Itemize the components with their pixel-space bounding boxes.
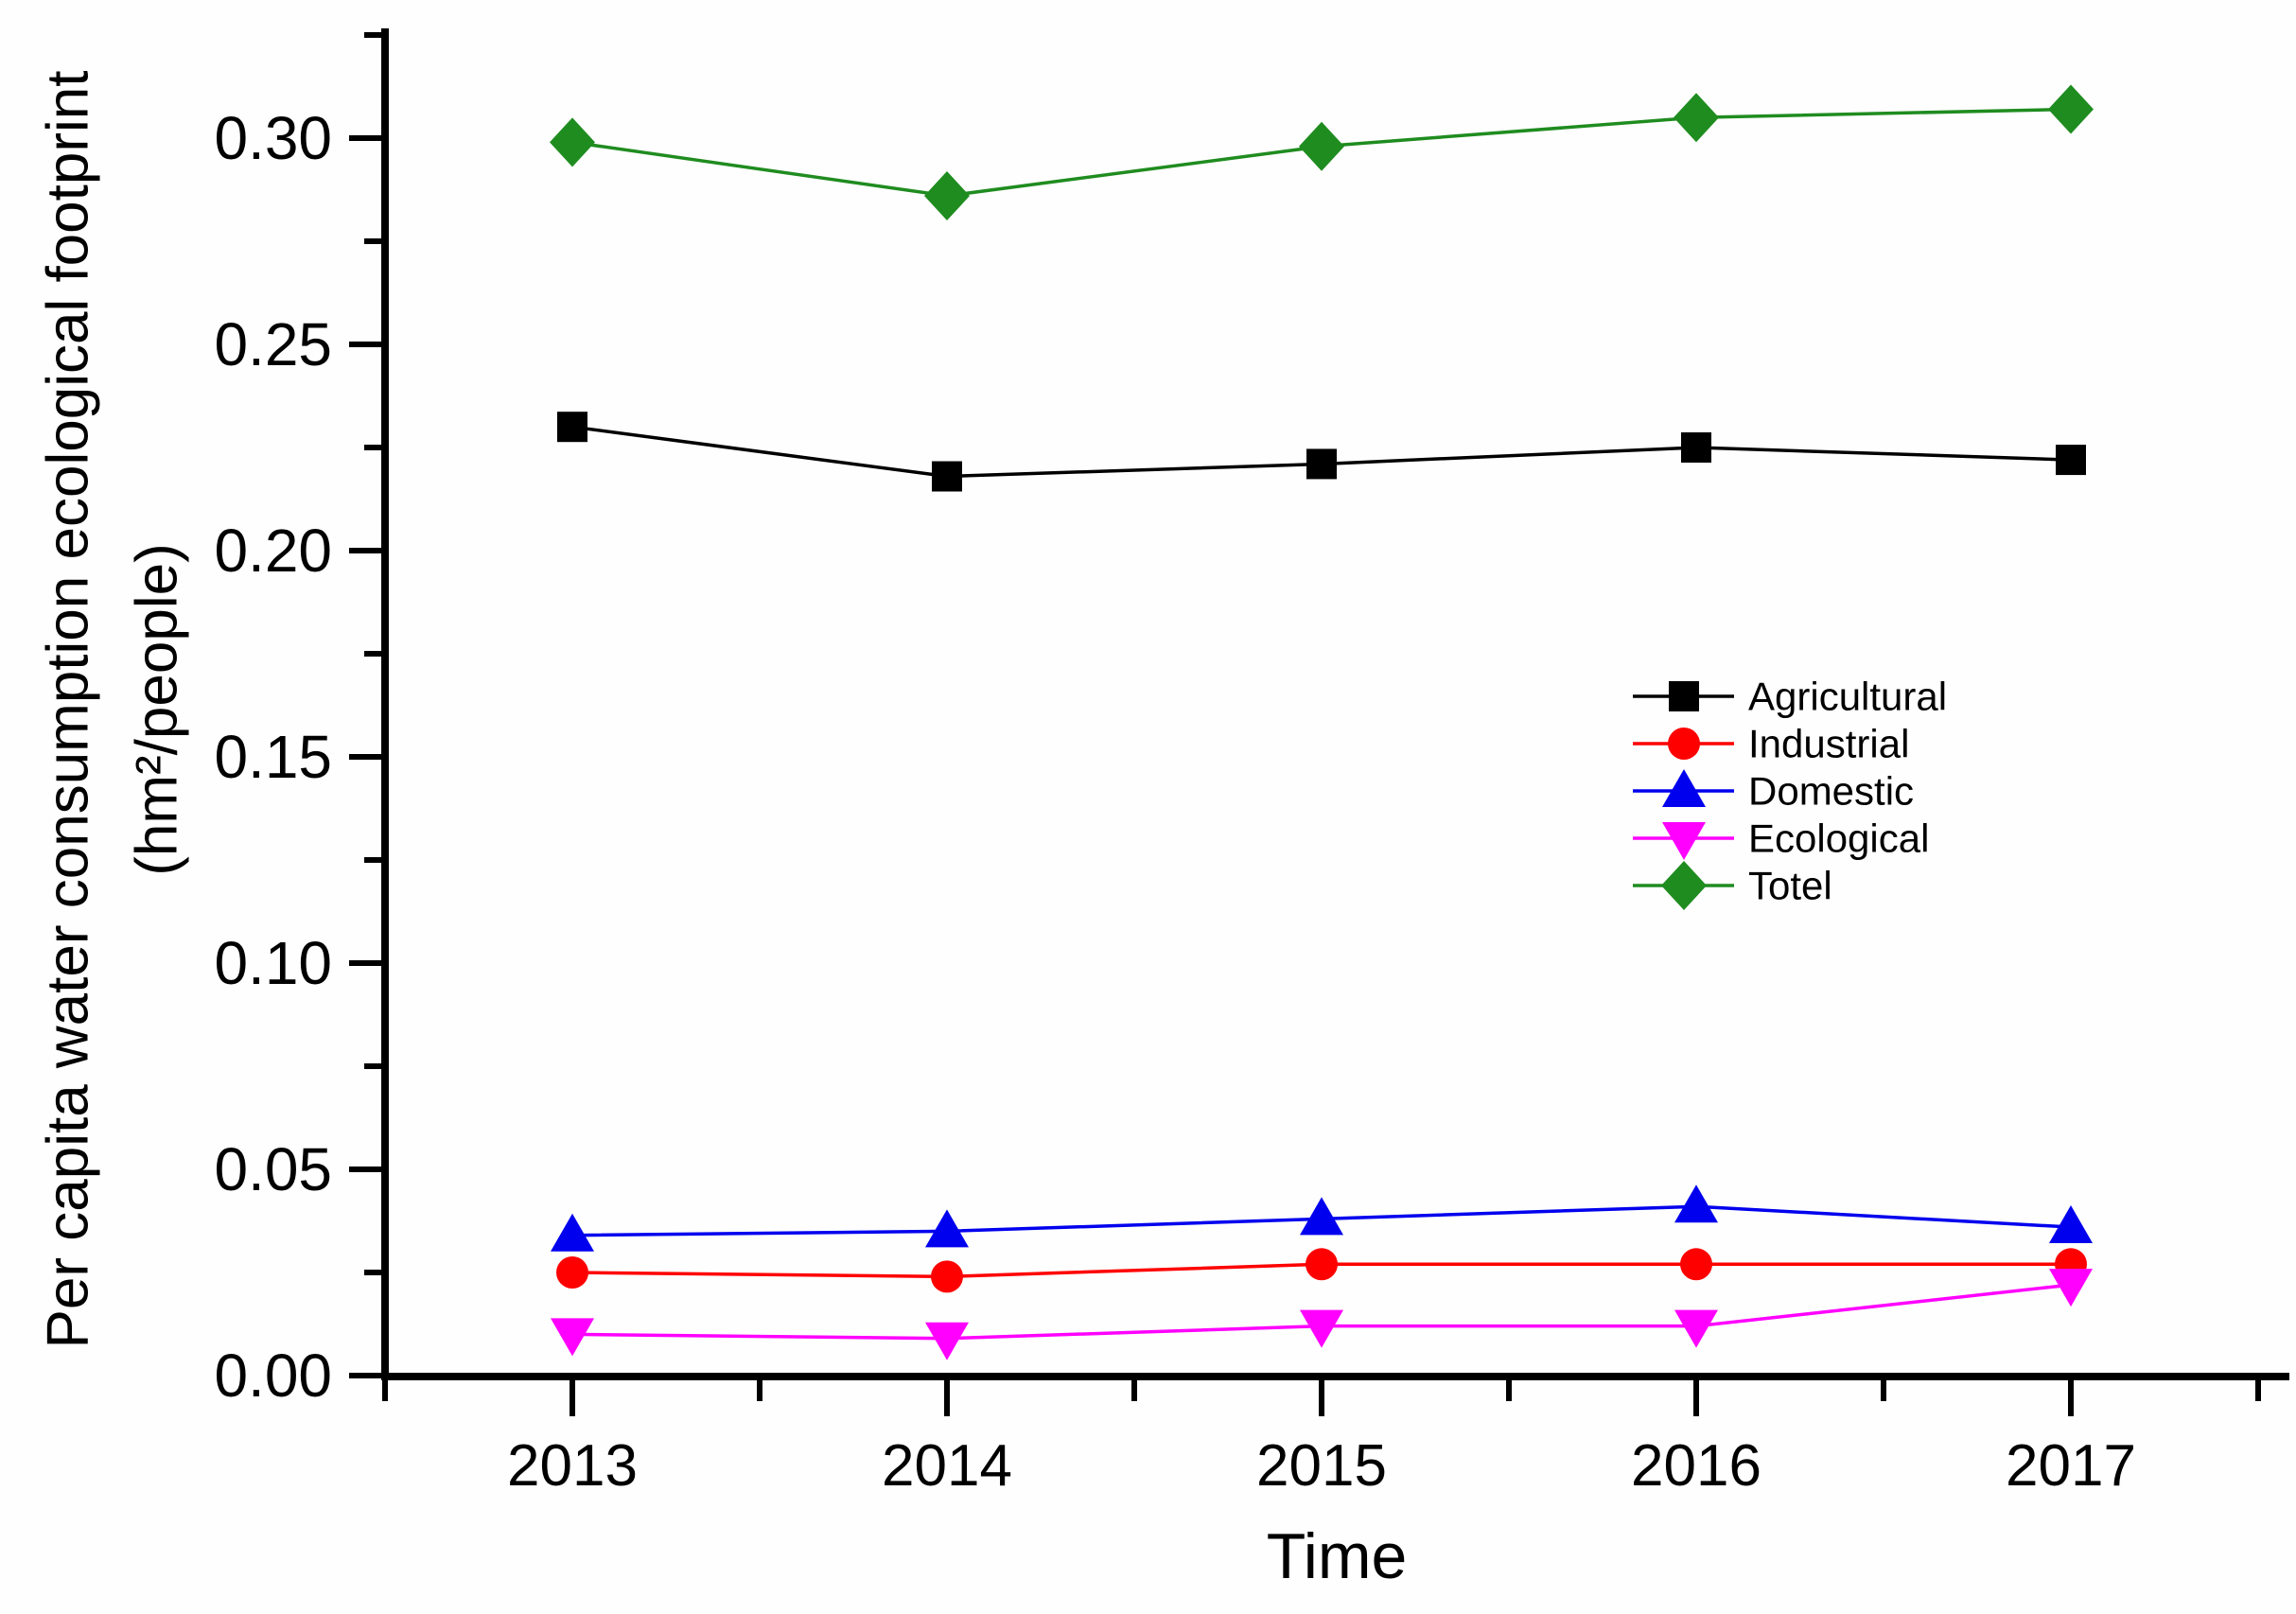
y-tick-label: 0.30 [214,104,332,172]
x-tick-label: 2015 [1256,1433,1387,1499]
x-axis-title: Time [1266,1520,1408,1592]
legend-domestic-label: Domestic [1748,769,1914,814]
legend-totel-marker [1661,861,1707,910]
y-tick-label: 0.25 [214,310,332,378]
series-ecological-marker [1674,1309,1718,1348]
x-tick-label: 2016 [1631,1433,1761,1499]
legend-agricultural-label: Agricultural [1748,675,1947,719]
legend-domestic-marker [1662,769,1706,807]
series-industrial-marker [931,1260,963,1293]
series-agricultural-marker [1681,432,1711,463]
series-ecological-marker [2049,1269,2093,1307]
legend-industrial-label: Industrial [1748,722,1909,766]
series-totel-marker [924,171,970,221]
series-ecological-marker [925,1322,969,1360]
x-tick-label: 2013 [507,1433,638,1499]
legend-agricultural-marker [1669,681,1699,711]
series-industrial-marker [1680,1248,1712,1281]
legend-totel-label: Totel [1748,864,1832,908]
series-agricultural-marker [2056,445,2086,476]
series-domestic-marker [2049,1205,2093,1244]
series-totel-marker [2048,84,2094,134]
series-domestic-marker [925,1209,969,1248]
y-tick-label: 0.00 [214,1342,332,1410]
series-domestic-marker [551,1213,594,1252]
series-ecological-marker [551,1318,594,1357]
series-ecological-marker [1300,1309,1343,1348]
y-axis-title-line2: (hm²/people) [124,543,190,876]
y-tick-label: 0.15 [214,723,332,791]
series-agricultural-marker [932,461,962,492]
y-tick-label: 0.05 [214,1135,332,1203]
series-industrial-marker [1306,1248,1338,1281]
y-tick-label: 0.10 [214,929,332,997]
series-agricultural-marker [557,412,587,443]
series-totel-marker [1674,93,1719,143]
series-industrial-marker [556,1256,588,1289]
x-tick-label: 2014 [882,1433,1012,1499]
y-tick-label: 0.20 [214,517,332,585]
series-domestic-marker [1300,1197,1343,1236]
x-tick-label: 2017 [2006,1433,2136,1499]
legend-industrial-marker [1668,728,1700,760]
y-axis-title-line1: Per capita water consumption ecological … [35,70,101,1349]
legend-ecological-label: Ecological [1748,816,1929,861]
series-totel-marker [550,117,595,167]
series-agricultural-marker [1306,448,1337,480]
series-totel-marker [1299,121,1344,171]
legend-ecological-marker [1662,822,1706,860]
series-domestic-marker [1674,1184,1718,1223]
